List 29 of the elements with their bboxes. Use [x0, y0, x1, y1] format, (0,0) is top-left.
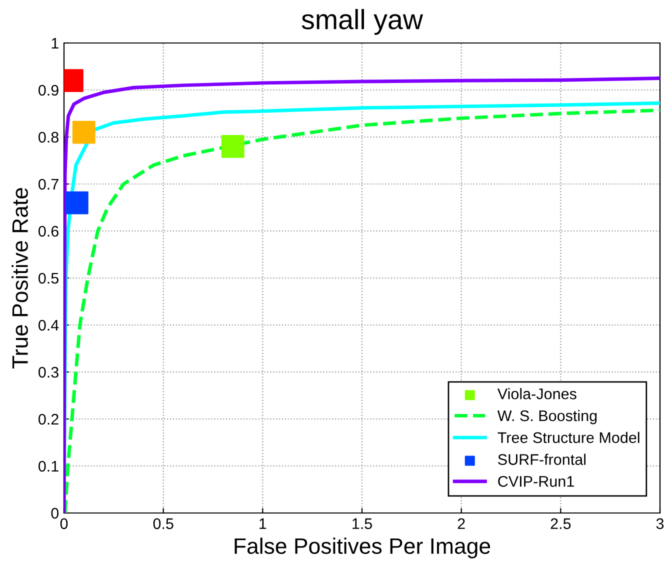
x-tick-label: 0	[60, 518, 68, 530]
legend-label: CVIP-Run1	[498, 476, 574, 487]
x-tick-label: 0.5	[153, 518, 174, 530]
legend-label: W. S. Boosting	[497, 410, 597, 424]
y-axis-title: True Positive Rate	[12, 188, 28, 368]
point	[221, 134, 244, 158]
y-tick-label: 0.3	[38, 366, 58, 378]
y-tick-label: 0	[51, 508, 59, 519]
y-tick-label: 0.5	[38, 272, 58, 284]
legend-label: SURF-frontal	[498, 454, 586, 465]
x-tick-label: 3	[656, 518, 664, 530]
y-tick-label: 0.6	[38, 226, 58, 237]
y-tick-label: 0.7	[38, 178, 58, 190]
y-tick-label: 1	[52, 38, 58, 49]
y-tick-label: 0.9	[38, 84, 58, 96]
point	[65, 191, 88, 214]
chart-title: small yaw	[302, 8, 424, 35]
x-tick-label: 1.5	[352, 518, 372, 530]
y-tick-label: 0.1	[38, 460, 58, 472]
x-tick-label: 1	[260, 518, 266, 529]
x-tick-label: 2	[458, 518, 465, 529]
y-tick-label: 0.8	[38, 132, 58, 143]
legend-label: Viola-Jones	[497, 388, 576, 400]
y-tick-label: 0.2	[38, 414, 58, 425]
y-tick-label: 0.4	[38, 320, 59, 331]
point	[72, 120, 96, 144]
x-axis-title: False Positives Per Image	[234, 538, 490, 558]
legend-label: Tree Structure Model	[498, 432, 640, 444]
x-tick-label: 2.5	[550, 518, 571, 530]
